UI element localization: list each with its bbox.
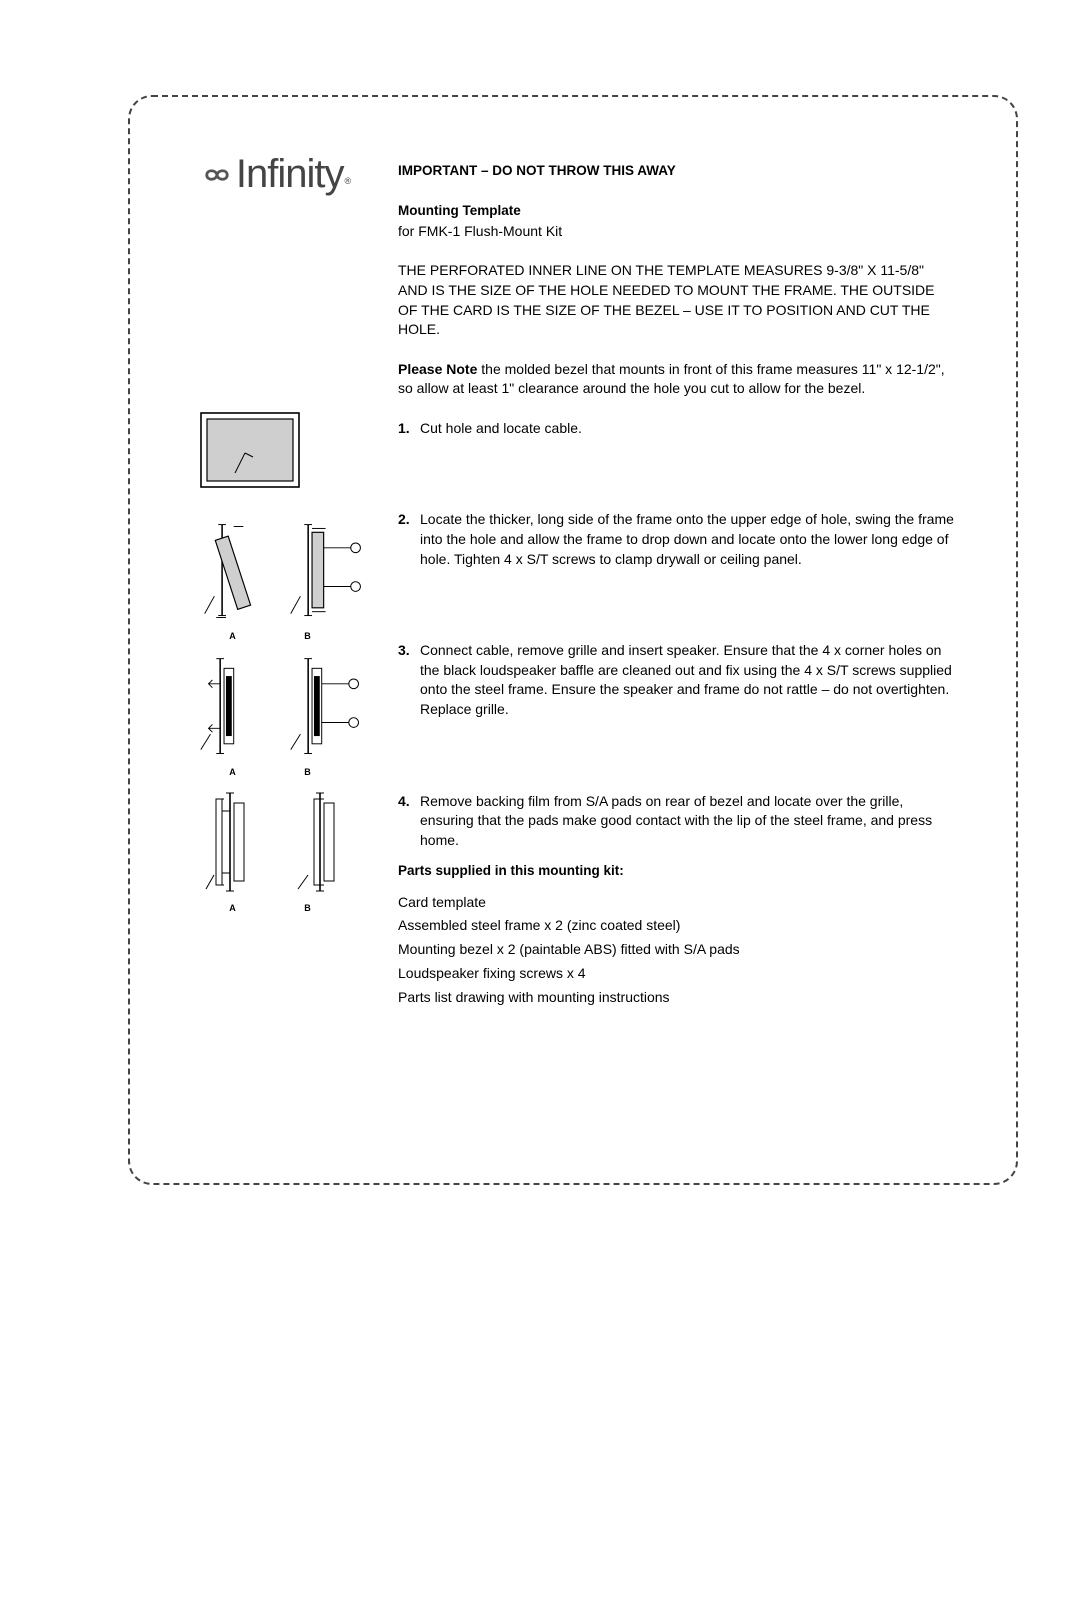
infinity-icon	[200, 163, 234, 187]
please-note-rest: the molded bezel that mounts in front of…	[398, 361, 945, 397]
mounting-template-sub: for FMK-1 Flush-Mount Kit	[398, 222, 956, 241]
template-card: Infinity ®	[128, 95, 1018, 1185]
label-b: B	[304, 631, 311, 641]
parts-heading: Parts supplied in this mounting kit:	[398, 862, 956, 880]
diagram-step2: A B	[195, 517, 365, 641]
ab-labels-step4: A B	[195, 903, 345, 913]
step-number: 4.	[398, 792, 420, 851]
diagrams: A B	[185, 407, 365, 925]
content-row: Infinity ®	[170, 152, 976, 1143]
step-text: Locate the thicker, long side of the fra…	[420, 510, 956, 569]
ab-labels-step2: A B	[195, 631, 345, 641]
parts-item: Mounting bezel x 2 (paintable ABS) fitte…	[398, 938, 956, 962]
ab-labels-step3: A B	[195, 767, 345, 777]
step-4: 4. Remove backing film from S/A pads on …	[398, 792, 956, 851]
brand-text: Infinity	[236, 152, 344, 197]
step-text: Connect cable, remove grille and insert …	[420, 641, 956, 719]
important-heading: IMPORTANT – DO NOT THROW THIS AWAY	[398, 162, 956, 180]
step-2: 2. Locate the thicker, long side of the …	[398, 510, 956, 569]
parts-item: Card template	[398, 891, 956, 915]
template-measurement-text: THE PERFORATED INNER LINE ON THE TEMPLAT…	[398, 261, 956, 339]
label-b: B	[304, 767, 311, 777]
left-column: Infinity ®	[170, 152, 380, 925]
parts-item: Loudspeaker fixing screws x 4	[398, 962, 956, 986]
label-a: A	[229, 903, 236, 913]
parts-item: Assembled steel frame x 2 (zinc coated s…	[398, 914, 956, 938]
steps-list: 1. Cut hole and locate cable. 2. Locate …	[398, 419, 956, 851]
please-note-bold: Please Note	[398, 361, 477, 377]
parts-list: Card template Assembled steel frame x 2 …	[398, 891, 956, 1010]
page: Infinity ®	[0, 0, 1080, 1620]
registered-mark: ®	[344, 176, 350, 186]
diagram-step4: A B	[195, 789, 365, 913]
label-a: A	[229, 767, 236, 777]
step-number: 3.	[398, 641, 420, 719]
please-note: Please Note the molded bezel that mounts…	[398, 360, 956, 399]
step-text: Cut hole and locate cable.	[420, 419, 956, 439]
parts-item: Parts list drawing with mounting instruc…	[398, 986, 956, 1010]
diagram-step3: A B	[195, 653, 365, 777]
right-column: IMPORTANT – DO NOT THROW THIS AWAY Mount…	[380, 152, 976, 1010]
step-1: 1. Cut hole and locate cable.	[398, 419, 956, 439]
label-b: B	[304, 903, 311, 913]
brand-logo: Infinity ®	[175, 152, 375, 197]
step-text: Remove backing film from S/A pads on rea…	[420, 792, 956, 851]
diagram-step1	[195, 407, 365, 493]
mounting-template-heading: Mounting Template	[398, 202, 956, 220]
step-number: 1.	[398, 419, 420, 439]
label-a: A	[229, 631, 236, 641]
step-number: 2.	[398, 510, 420, 569]
step-3: 3. Connect cable, remove grille and inse…	[398, 641, 956, 719]
